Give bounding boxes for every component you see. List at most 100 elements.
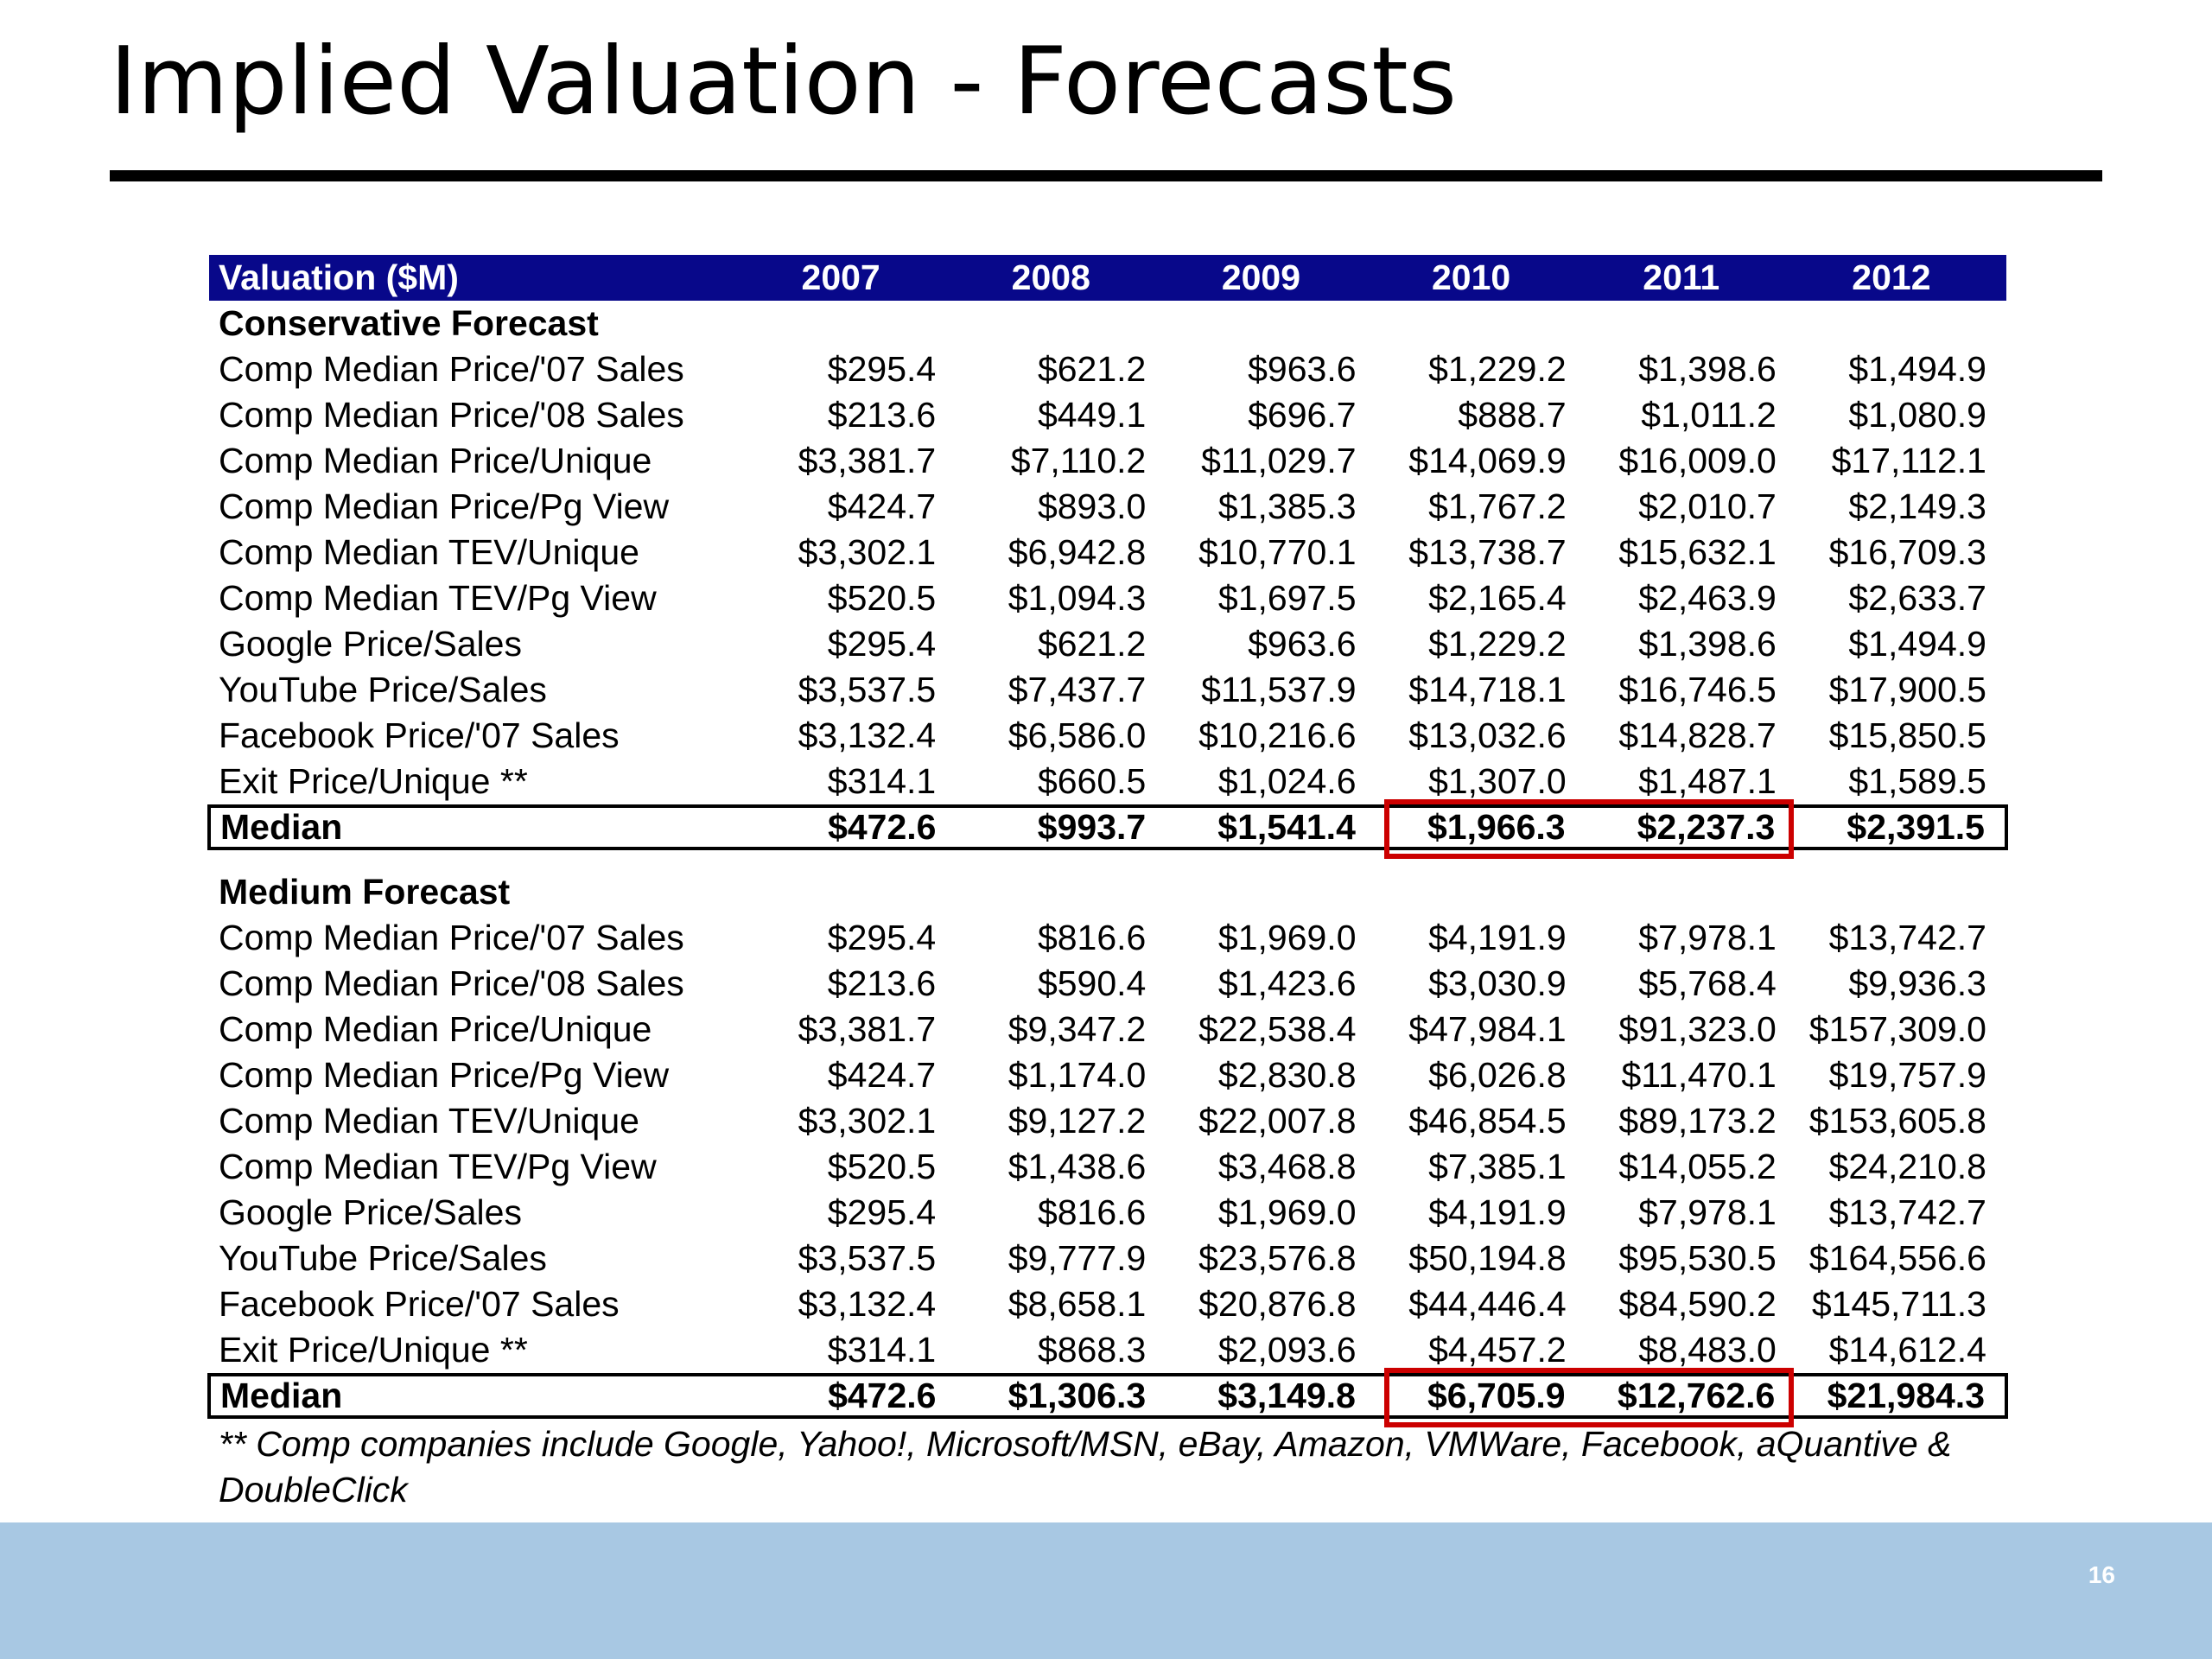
cell-value: $9,347.2 [1007, 1009, 1147, 1049]
cell-value: $7,978.1 [1638, 918, 1777, 957]
cell-value: $16,709.3 [1828, 532, 1986, 572]
median-label: Median [220, 807, 343, 847]
section-label: Medium Forecast [219, 872, 511, 912]
cell-value: $8,658.1 [1007, 1284, 1147, 1324]
cell-value: $19,757.9 [1828, 1055, 1986, 1095]
row-label: Comp Median Price/Unique [219, 1009, 652, 1049]
cell-value: $7,110.2 [1010, 441, 1147, 480]
table-row: Comp Median Price/Unique $3,381.7 $9,347.2… [209, 1007, 2006, 1052]
cell-value: $9,936.3 [1848, 963, 1986, 1003]
cell-value: $1,423.6 [1217, 963, 1357, 1003]
cell-value: $3,030.9 [1428, 963, 1567, 1003]
cell-value: $1,094.3 [1007, 578, 1147, 618]
cell-value: $1,438.6 [1007, 1147, 1147, 1186]
cell-value: $1,080.9 [1848, 395, 1986, 435]
row-label: YouTube Price/Sales [219, 1238, 547, 1278]
cell-value: $1,487.1 [1638, 761, 1777, 801]
cell-value: $3,468.8 [1217, 1147, 1357, 1186]
row-label: Comp Median Price/'07 Sales [219, 918, 684, 957]
cell-value: $6,026.8 [1428, 1055, 1567, 1095]
page-number: 16 [2088, 1561, 2115, 1588]
cell-value: $16,009.0 [1618, 441, 1777, 480]
row-label: Comp Median TEV/Unique [219, 532, 639, 572]
table-row: Comp Median TEV/Pg View $520.5 $1,438.6 $3,… [209, 1144, 2006, 1190]
cell-value: $145,711.3 [1811, 1284, 1986, 1324]
table-row: Facebook Price/'07 Sales $3,132.4 $6,586.0… [209, 713, 2006, 759]
cell-value: $1,767.2 [1428, 486, 1567, 526]
table-row: Comp Median TEV/Unique $3,302.1 $9,127.2 $2… [209, 1098, 2006, 1144]
cell-value: $1,494.9 [1848, 624, 1986, 664]
cell-value: $15,850.5 [1828, 715, 1986, 755]
header-label: Valuation ($M) [219, 257, 459, 297]
cell-value: $213.6 [827, 395, 937, 435]
section-spacer [209, 850, 2006, 869]
row-label: Exit Price/Unique ** [219, 1330, 528, 1370]
valuation-table: Valuation ($M) 2007 2008 2009 2010 2011 … [207, 255, 2008, 1427]
cell-value: $1,494.9 [1848, 349, 1986, 389]
cell-value: $14,828.7 [1618, 715, 1777, 755]
cell-value: $17,112.1 [1831, 441, 1986, 480]
cell-value: $3,381.7 [798, 1009, 937, 1049]
row-label: Comp Median Price/'08 Sales [219, 395, 684, 435]
table-row: Comp Median Price/'07 Sales $295.4 $816.6 $… [209, 915, 2006, 961]
cell-value: $9,777.9 [1007, 1238, 1147, 1278]
cell-value: $4,191.9 [1428, 1192, 1567, 1232]
table-row: Comp Median Price/'08 Sales $213.6 $590.4 $… [209, 961, 2006, 1007]
cell-value: $4,457.2 [1428, 1330, 1567, 1370]
cell-value: $16,746.5 [1618, 670, 1777, 709]
median-value: $2,237.3 [1637, 807, 1776, 847]
row-label: Comp Median Price/'07 Sales [219, 349, 684, 389]
median-row-medium: Median $472.6 $1,306.3 $3,149.8 $6,705.9… [207, 1368, 2008, 1427]
row-label: Exit Price/Unique ** [219, 761, 528, 801]
cell-value: $13,742.7 [1828, 918, 1986, 957]
cell-value: $10,770.1 [1198, 532, 1357, 572]
cell-value: $11,537.9 [1201, 670, 1357, 709]
cell-value: $3,302.1 [798, 532, 937, 572]
cell-value: $6,586.0 [1007, 715, 1147, 755]
cell-value: $13,032.6 [1408, 715, 1567, 755]
cell-value: $95,530.5 [1618, 1238, 1777, 1278]
cell-value: $91,323.0 [1618, 1009, 1777, 1049]
cell-value: $7,978.1 [1638, 1192, 1777, 1232]
header-year: 2009 [1221, 257, 1301, 297]
cell-value: $7,437.7 [1007, 670, 1147, 709]
median-value: $1,541.4 [1217, 807, 1356, 847]
row-label: Comp Median TEV/Unique [219, 1101, 639, 1141]
median-value: $472.6 [828, 1376, 937, 1415]
row-label: Google Price/Sales [219, 1192, 522, 1232]
cell-value: $1,969.0 [1217, 918, 1357, 957]
cell-value: $11,029.7 [1201, 441, 1357, 480]
cell-value: $621.2 [1037, 349, 1147, 389]
cell-value: $424.7 [827, 486, 937, 526]
cell-value: $44,446.4 [1408, 1284, 1567, 1324]
cell-value: $1,697.5 [1217, 578, 1357, 618]
cell-value: $8,483.0 [1638, 1330, 1777, 1370]
header-year: 2008 [1011, 257, 1090, 297]
cell-value: $6,942.8 [1007, 532, 1147, 572]
table-header-row: Valuation ($M) 2007 2008 2009 2010 2011 … [209, 255, 2006, 301]
cell-value: $1,174.0 [1007, 1055, 1147, 1095]
table-row: Comp Median Price/Unique $3,381.7 $7,110.2… [209, 438, 2006, 484]
cell-value: $314.1 [827, 1330, 937, 1370]
cell-value: $295.4 [827, 918, 937, 957]
table-row: Google Price/Sales $295.4 $621.2 $963.6 $1,2… [209, 621, 2006, 667]
cell-value: $3,302.1 [798, 1101, 937, 1141]
cell-value: $24,210.8 [1828, 1147, 1986, 1186]
cell-value: $14,718.1 [1408, 670, 1567, 709]
cell-value: $3,537.5 [798, 1238, 937, 1278]
row-label: Comp Median Price/Unique [219, 441, 652, 480]
cell-value: $449.1 [1037, 395, 1147, 435]
cell-value: $164,556.6 [1808, 1238, 1986, 1278]
cell-value: $3,132.4 [798, 1284, 937, 1324]
cell-value: $13,742.7 [1828, 1192, 1986, 1232]
row-label: Comp Median TEV/Pg View [219, 1147, 657, 1186]
conservative-rows: Comp Median Price/'07 Sales $295.4 $621.2 $… [209, 346, 2006, 804]
table-row: Comp Median TEV/Unique $3,302.1 $6,942.8 $1… [209, 530, 2006, 575]
medium-rows: Comp Median Price/'07 Sales $295.4 $816.6 $… [209, 915, 2006, 1373]
row-label: Comp Median Price/Pg View [219, 486, 670, 526]
median-label: Median [220, 1376, 343, 1415]
cell-value: $1,398.6 [1638, 349, 1777, 389]
cell-value: $23,576.8 [1198, 1238, 1357, 1278]
cell-value: $1,011.2 [1641, 395, 1777, 435]
cell-value: $295.4 [827, 349, 937, 389]
